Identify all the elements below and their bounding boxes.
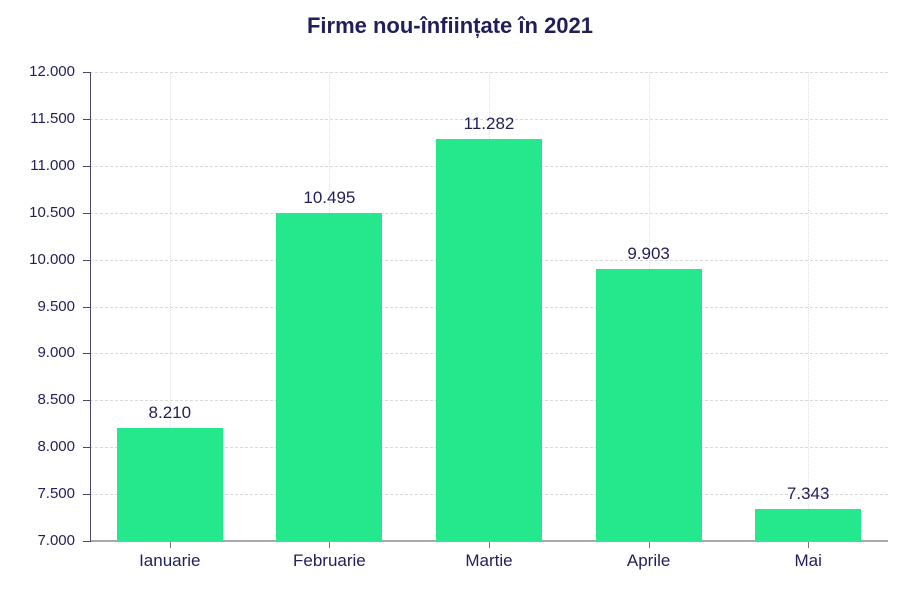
y-axis-tick-label: 9.000 bbox=[37, 344, 75, 362]
y-tick-mark bbox=[83, 494, 90, 496]
x-tick-mark bbox=[329, 542, 331, 548]
bar-value-label: 11.282 bbox=[463, 114, 515, 134]
chart-title: Firme nou-înființate în 2021 bbox=[306, 13, 594, 38]
y-axis-tick-label: 7.000 bbox=[37, 532, 75, 549]
y-axis-tick-label: 8.000 bbox=[37, 438, 75, 456]
bar-mai[interactable] bbox=[755, 508, 862, 541]
y-tick-mark bbox=[83, 541, 90, 542]
x-axis-tick-label: Ianuarie bbox=[139, 551, 201, 570]
y-axis-tick-label: 12.000 bbox=[29, 63, 75, 80]
x-axis-tick-label: Februarie bbox=[293, 551, 366, 570]
y-axis-tick-label: 10.000 bbox=[29, 250, 75, 268]
y-axis-line bbox=[90, 72, 91, 542]
y-tick-mark bbox=[83, 447, 90, 449]
y-axis-tick-label: 7.500 bbox=[37, 485, 75, 503]
y-tick-mark bbox=[83, 72, 90, 73]
y-tick-mark bbox=[83, 306, 90, 308]
bar-value-label: 10.495 bbox=[303, 188, 356, 208]
bar-value-label: 9.903 bbox=[627, 243, 670, 263]
x-axis-tick-label: Mai bbox=[794, 551, 822, 570]
x-axis-line bbox=[90, 540, 888, 542]
bar-aprile[interactable] bbox=[595, 268, 702, 541]
y-axis-tick-label: 11.000 bbox=[30, 156, 75, 174]
x-tick-mark bbox=[648, 542, 650, 548]
y-tick-mark bbox=[83, 353, 90, 355]
x-tick-mark bbox=[169, 542, 171, 548]
y-axis-tick-label: 10.500 bbox=[29, 203, 75, 221]
horizontal-gridline bbox=[90, 72, 888, 73]
bar-februarie[interactable] bbox=[276, 213, 383, 541]
bar-ianuarie[interactable] bbox=[116, 427, 223, 541]
bar-value-label: 7.343 bbox=[786, 483, 830, 503]
x-axis-tick-label: Aprile bbox=[626, 551, 671, 570]
y-tick-mark bbox=[83, 165, 90, 167]
horizontal-gridline bbox=[90, 118, 888, 120]
y-tick-mark bbox=[83, 259, 90, 261]
y-tick-mark bbox=[83, 400, 90, 402]
x-tick-mark bbox=[489, 542, 490, 548]
x-axis-tick-label: Martie bbox=[465, 551, 513, 570]
x-tick-mark bbox=[808, 542, 810, 548]
y-tick-mark bbox=[83, 212, 90, 214]
y-axis-tick-label: 9.500 bbox=[37, 297, 75, 315]
y-tick-mark bbox=[83, 118, 90, 120]
bar-value-label: 8.210 bbox=[148, 402, 192, 422]
y-axis-tick-label: 8.500 bbox=[37, 391, 75, 409]
y-axis-tick-label: 11.500 bbox=[30, 109, 75, 127]
bar-martie[interactable] bbox=[436, 139, 542, 541]
